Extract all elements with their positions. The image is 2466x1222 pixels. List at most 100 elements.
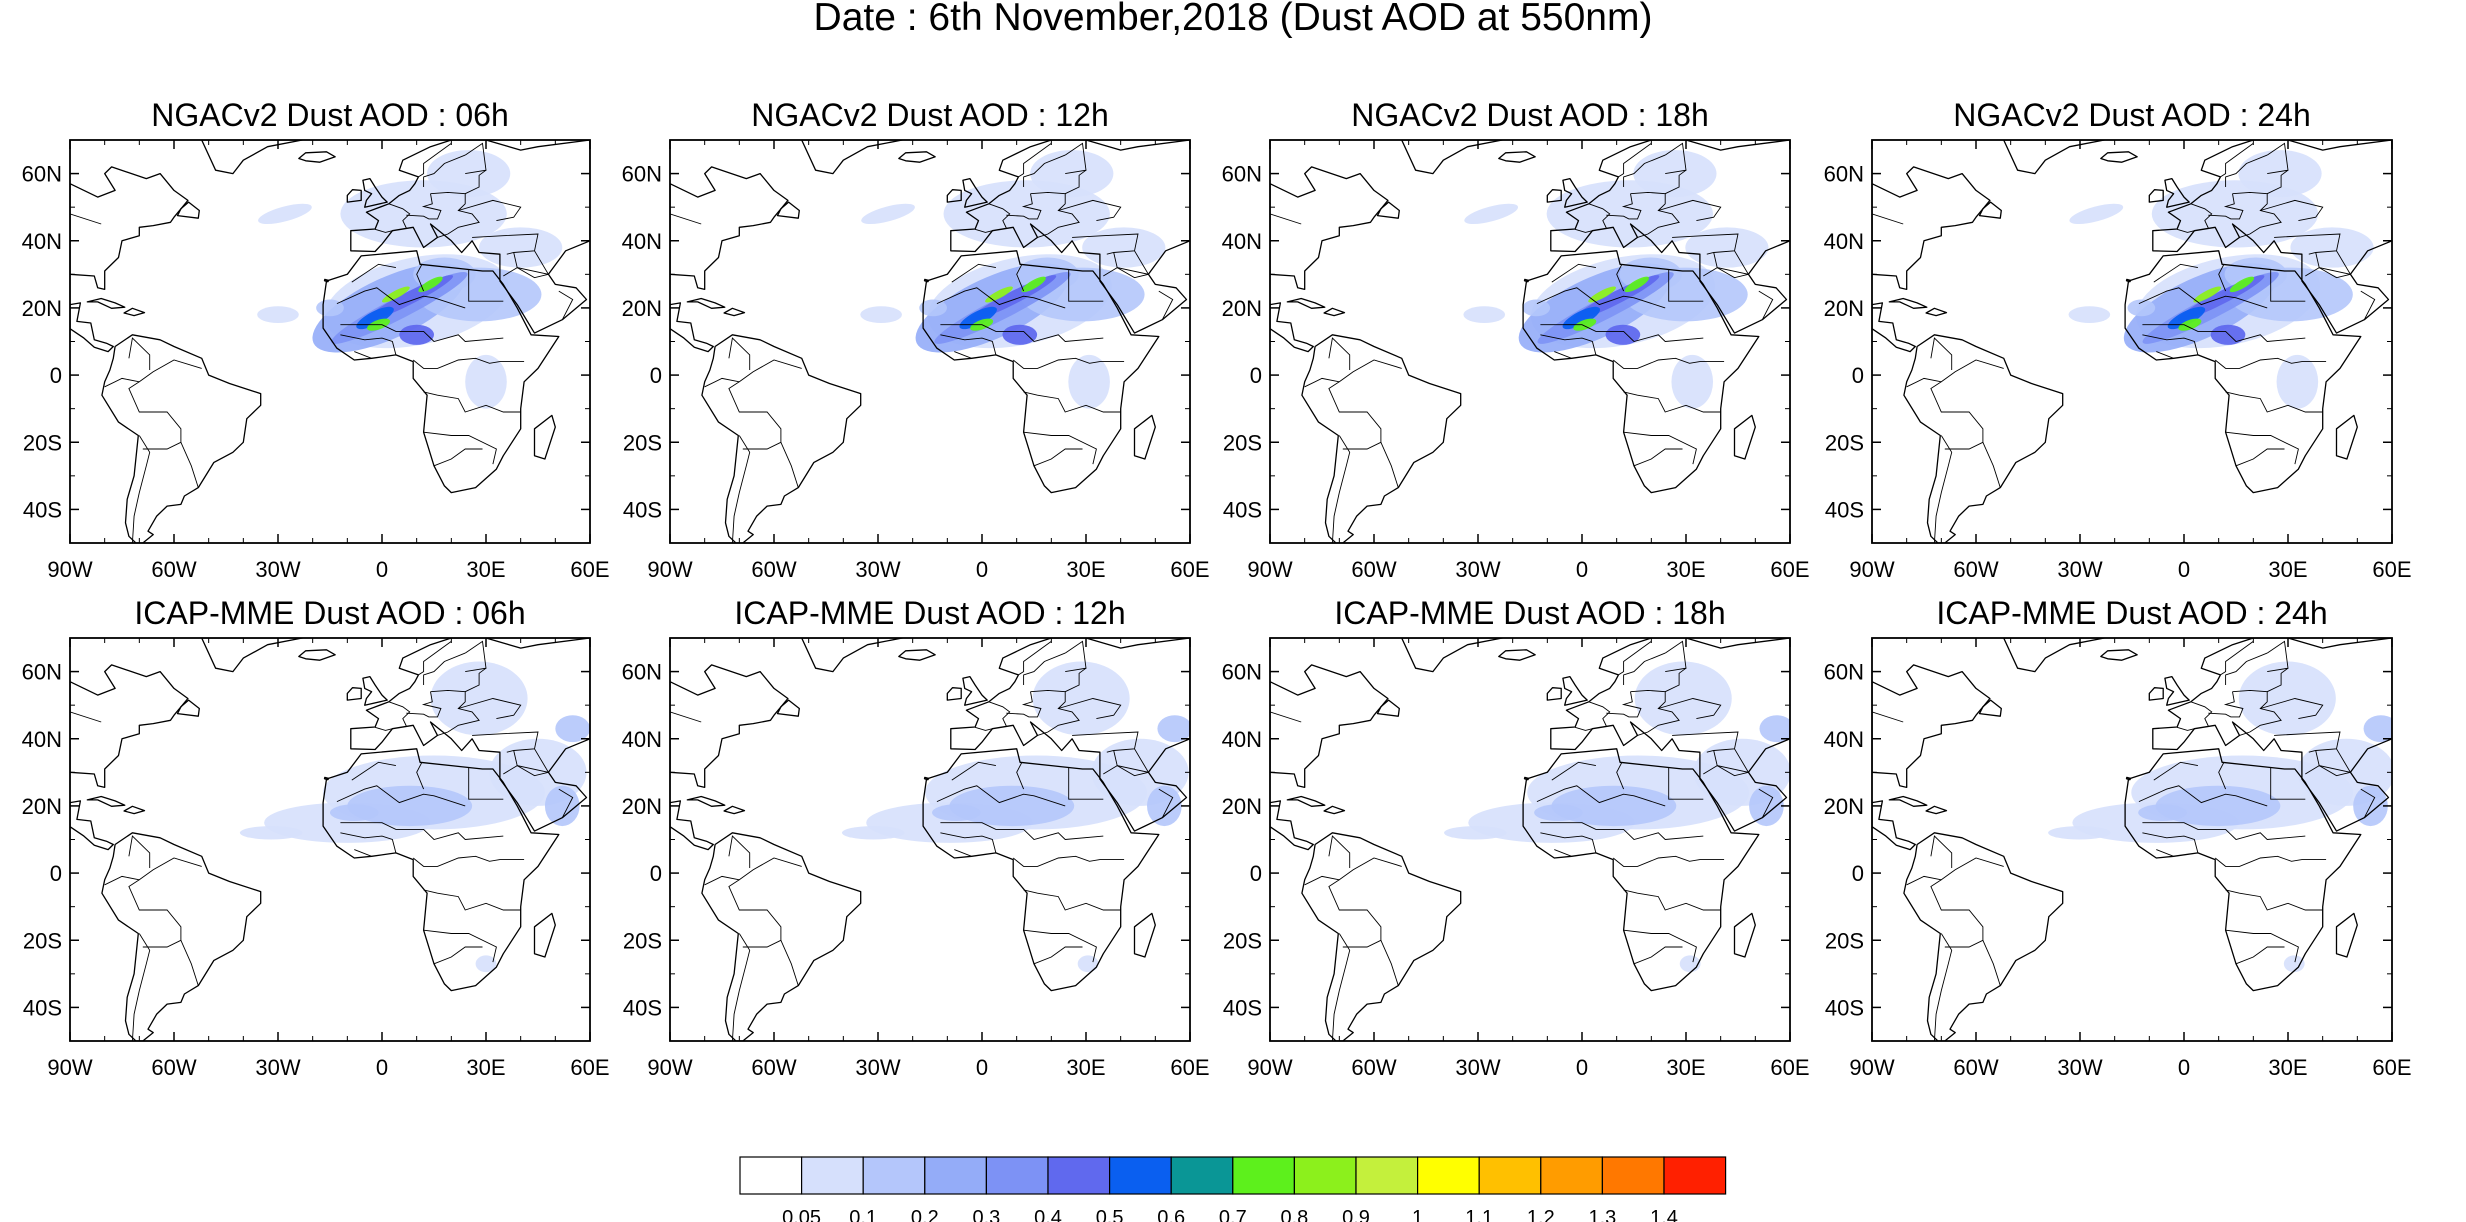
country-border [1065, 169, 1087, 195]
aod-patch [2276, 354, 2319, 409]
x-tick-label: 60E [2372, 557, 2411, 582]
aod-patch [465, 354, 507, 409]
y-tick-label: 20N [622, 296, 662, 321]
country-border [2232, 689, 2282, 736]
coastline [1546, 189, 1562, 203]
country-border [1072, 233, 1139, 255]
country-border [988, 701, 1011, 727]
x-tick-label: 30W [855, 557, 900, 582]
colorbar-label: 0.1 [849, 1207, 877, 1222]
coastline [801, 140, 903, 175]
coastline [1872, 302, 1916, 353]
country-border [1623, 391, 1721, 413]
x-tick-label: 30E [2268, 557, 2307, 582]
coastline [1523, 278, 1530, 283]
coastline [123, 805, 146, 815]
coastline [2164, 675, 2190, 706]
dust-aod-field [860, 150, 1166, 409]
coastline [2148, 189, 2164, 203]
y-tick-label: 20N [1222, 296, 1262, 321]
y-tick-label: 20N [1824, 794, 1864, 819]
y-tick-label: 40S [1825, 995, 1864, 1020]
coastline [1301, 832, 1462, 1041]
colorbar-label: 0.3 [972, 1207, 1000, 1222]
map-panel-2: NGACv2 Dust AOD : 12h 90W 60W 30W 0 30E 60E 60N… [622, 97, 1210, 582]
country-border [2225, 391, 2323, 413]
coastline [1286, 297, 1326, 309]
country-border [974, 726, 993, 731]
country-border [1668, 269, 1704, 302]
country-border [1270, 711, 1302, 723]
aod-patch [1588, 286, 1616, 303]
country-border [416, 264, 425, 292]
aod-patch [2290, 227, 2374, 268]
colorbar-label: 0.05 [782, 1207, 821, 1222]
aod-patch [427, 150, 511, 198]
x-tick-label: 30W [1455, 557, 1500, 582]
aod-patch [1624, 276, 1649, 293]
colorbar-swatch [800, 1156, 864, 1195]
y-tick-label: 40S [1825, 497, 1864, 522]
coastline [1376, 201, 1400, 219]
country-border [128, 359, 202, 450]
aod-patch [475, 955, 497, 973]
country-border [1304, 875, 1340, 886]
coastline [1872, 166, 1991, 291]
coastline [1498, 649, 1536, 661]
colorbar: 0.05 0.1 0.2 0.3 0.4 0.5 0.6 0.7 0.8 0.9 1 1.1 1.2 1.… [739, 1156, 1727, 1222]
country-border [1933, 435, 1953, 543]
country-border [416, 762, 425, 790]
coastline [322, 250, 560, 494]
country-border [704, 377, 740, 388]
country-border [670, 711, 702, 723]
coastline [923, 776, 930, 781]
y-tick-label: 20N [1824, 296, 1864, 321]
y-tick-label: 40S [623, 995, 662, 1020]
coastline [70, 302, 114, 353]
country-border [1158, 788, 1174, 818]
coastline [101, 832, 262, 1041]
coastline [1522, 250, 1760, 494]
country-border [406, 193, 442, 220]
x-tick-label: 90W [647, 557, 692, 582]
x-tick-label: 30E [466, 1055, 505, 1080]
panel-title: NGACv2 Dust AOD : 18h [1351, 97, 1708, 133]
country-border [351, 263, 396, 283]
country-border [1616, 264, 1625, 292]
country-border [2142, 832, 2199, 854]
x-tick-label: 0 [2178, 1055, 2190, 1080]
country-border [1012, 855, 1125, 867]
colorbar-swatch [1540, 1156, 1604, 1195]
country-border [430, 689, 480, 736]
coastline [962, 675, 988, 706]
x-tick-label: 30E [1066, 1055, 1105, 1080]
coastline [1270, 800, 1314, 851]
country-border [351, 761, 396, 781]
aod-patch [1147, 785, 1182, 827]
country-border [1930, 359, 2004, 450]
country-border [1633, 448, 1683, 467]
country-border [1113, 748, 1150, 773]
x-tick-label: 60E [1170, 1055, 1209, 1080]
country-border [940, 324, 1104, 343]
x-tick-label: 60E [1770, 1055, 1809, 1080]
coastline [2100, 649, 2138, 661]
country-border [1612, 855, 1725, 867]
coastline [686, 297, 726, 309]
coastline [322, 748, 560, 992]
country-border [418, 143, 452, 178]
country-border [1588, 701, 1611, 727]
x-tick-label: 0 [376, 557, 388, 582]
axes: 90W 60W 30W 0 30E 60E 60N 40N 20N 0 20S 40S [22, 637, 610, 1080]
country-border [1304, 377, 1340, 388]
aod-patch [1444, 826, 1507, 840]
country-border [1058, 698, 1122, 720]
colorbar-label: 1.1 [1465, 1207, 1493, 1222]
y-tick-label: 60N [1222, 660, 1262, 685]
y-tick-label: 60N [22, 660, 62, 685]
aod-patch [356, 306, 394, 330]
country-border [954, 351, 972, 359]
aod-patch [919, 299, 947, 317]
y-tick-label: 0 [650, 861, 662, 886]
country-border [1072, 731, 1139, 753]
